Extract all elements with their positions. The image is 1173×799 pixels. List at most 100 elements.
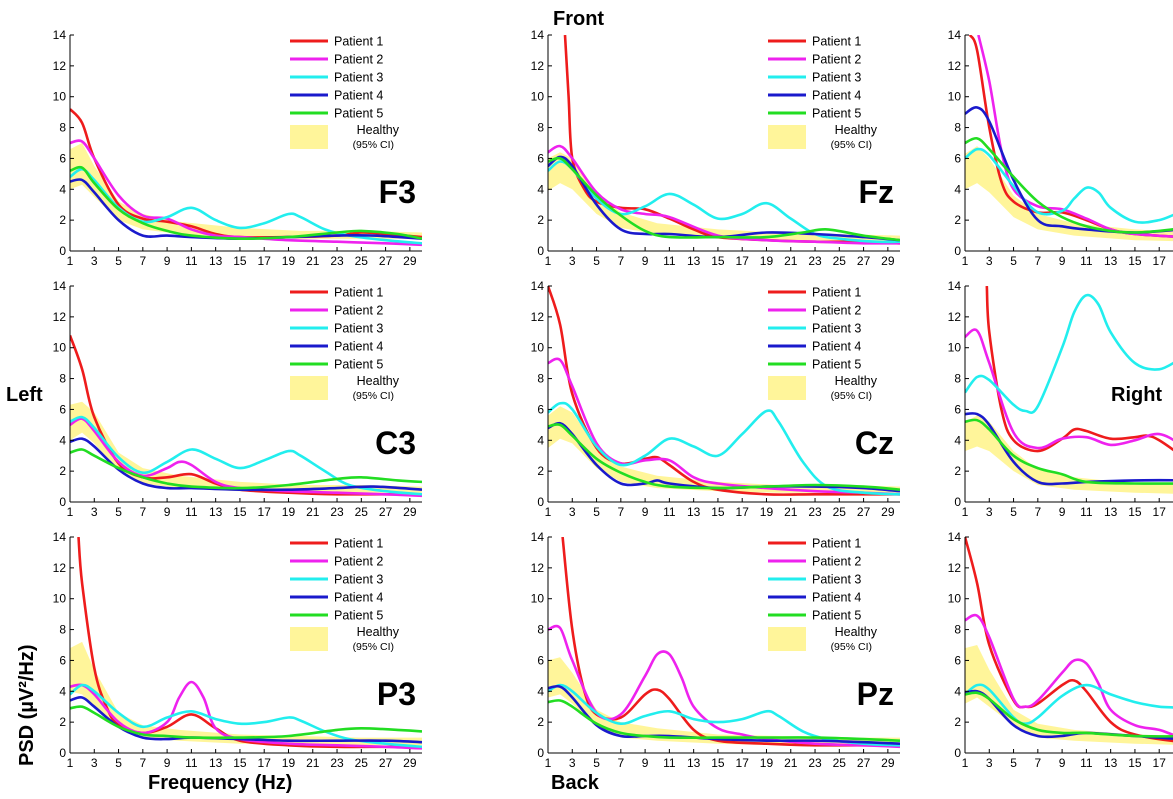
line-C4-patient-5 <box>965 418 1173 485</box>
legend-label-P3-1: Patient 1 <box>334 537 383 551</box>
x-tick-label-P3-1: 1 <box>67 756 74 770</box>
x-tick-label-Fz-23: 23 <box>808 254 822 268</box>
y-tick-label-Cz-0: 0 <box>537 495 544 509</box>
y-tick-label-P3-12: 12 <box>53 561 67 575</box>
legend-label-C3-4: Patient 4 <box>334 340 383 354</box>
x-tick-label-P4-3: 3 <box>986 756 993 770</box>
x-tick-label-Pz-27: 27 <box>857 756 871 770</box>
legend-Cz: Patient 1 Patient 2 Patient 3 Patient 4 Pati… <box>768 286 878 402</box>
y-tick-label-Fz-10: 10 <box>531 90 545 104</box>
x-tick-label-Cz-23: 23 <box>808 505 822 519</box>
y-tick-label-F4-2: 2 <box>954 213 961 227</box>
y-tick-label-Fz-4: 4 <box>537 182 544 196</box>
x-tick-label-Pz-15: 15 <box>711 756 725 770</box>
y-tick-label-P4-14: 14 <box>948 530 962 544</box>
x-tick-label-C4-11: 11 <box>1080 505 1093 519</box>
line-F3-patient-2 <box>70 139 422 247</box>
x-tick-label-P4-9: 9 <box>1059 756 1066 770</box>
legend-swatch-F3-healthy <box>290 125 328 149</box>
line-Cz-patient-2 <box>548 357 900 496</box>
y-tick-label-C3-12: 12 <box>53 310 67 324</box>
y-tick-label-F3-2: 2 <box>59 213 66 227</box>
x-tick-label-P3-27: 27 <box>379 756 393 770</box>
legend-label-F3-3: Patient 3 <box>334 71 383 85</box>
x-tick-label-P4-13: 13 <box>1104 756 1118 770</box>
y-tick-label-Cz-2: 2 <box>537 464 544 478</box>
y-tick-label-C4-4: 4 <box>954 433 961 447</box>
x-tick-label-Pz-29: 29 <box>881 756 895 770</box>
x-tick-label-Cz-5: 5 <box>593 505 600 519</box>
line-P3-patient-5 <box>70 705 422 740</box>
y-tick-label-Fz-14: 14 <box>531 28 545 42</box>
x-tick-label-P3-15: 15 <box>233 756 247 770</box>
x-tick-label-C4-5: 5 <box>1010 505 1017 519</box>
y-tick-label-C3-6: 6 <box>59 402 66 416</box>
x-tick-label-C3-21: 21 <box>306 505 320 519</box>
x-tick-label-Cz-17: 17 <box>736 505 750 519</box>
line-P4-patient-3 <box>965 683 1173 725</box>
channel-label-F3: F3 <box>379 174 416 210</box>
y-tick-label-F4-0: 0 <box>954 244 961 258</box>
y-tick-label-Fz-6: 6 <box>537 151 544 165</box>
x-tick-label-C3-3: 3 <box>91 505 98 519</box>
front-label: Front <box>553 8 605 30</box>
y-tick-label-Cz-12: 12 <box>531 310 545 324</box>
x-tick-label-C3-29: 29 <box>403 505 417 519</box>
x-tick-label-P4-5: 5 <box>1010 756 1017 770</box>
x-tick-label-Pz-25: 25 <box>833 756 847 770</box>
line-C4-patient-4 <box>965 412 1173 486</box>
x-tick-label-C4-17: 17 <box>1153 505 1167 519</box>
legend-label-C3-healthy: Healthy <box>357 374 400 388</box>
x-tick-label-F4-17: 17 <box>1153 254 1167 268</box>
y-tick-label-C4-2: 2 <box>954 464 961 478</box>
back-label: Back <box>551 772 599 794</box>
line-P3-patient-2 <box>70 680 422 750</box>
legend-Pz: Patient 1 Patient 2 Patient 3 Patient 4 Pati… <box>768 537 878 653</box>
y-tick-label-P4-0: 0 <box>954 746 961 760</box>
line-P3-patient-4 <box>70 695 422 744</box>
y-tick-label-C3-4: 4 <box>59 433 66 447</box>
x-tick-label-Fz-3: 3 <box>569 254 576 268</box>
legend-label-Pz-3: Patient 3 <box>812 573 861 587</box>
legend-Fz: Patient 1 Patient 2 Patient 3 Patient 4 Pati… <box>768 35 878 151</box>
channel-label-C3: C3 <box>375 425 416 461</box>
x-tick-label-P3-23: 23 <box>330 756 344 770</box>
y-tick-label-P3-8: 8 <box>59 623 66 637</box>
x-tick-label-Fz-13: 13 <box>687 254 701 268</box>
y-tick-label-Cz-10: 10 <box>531 341 545 355</box>
y-tick-label-F3-12: 12 <box>53 59 67 73</box>
legend-swatch-Cz-healthy <box>768 376 806 400</box>
x-tick-label-F3-5: 5 <box>115 254 122 268</box>
y-tick-label-P3-14: 14 <box>53 530 67 544</box>
x-tick-label-P3-13: 13 <box>209 756 223 770</box>
x-tick-label-F4-1: 1 <box>962 254 969 268</box>
line-Cz-patient-3 <box>548 401 900 496</box>
x-tick-label-Cz-9: 9 <box>642 505 649 519</box>
legend-label-Cz-2: Patient 2 <box>812 304 861 318</box>
legend-label-F3-healthy: Healthy <box>357 123 400 137</box>
y-tick-label-C4-0: 0 <box>954 495 961 509</box>
x-tick-label-Cz-21: 21 <box>784 505 798 519</box>
legend-F3: Patient 1 Patient 2 Patient 3 Patient 4 Pati… <box>290 35 400 151</box>
x-tick-label-Pz-5: 5 <box>593 756 600 770</box>
x-tick-label-F3-9: 9 <box>164 254 171 268</box>
healthy-band-Fz <box>548 152 900 242</box>
x-tick-label-C4-1: 1 <box>962 505 969 519</box>
x-tick-label-Fz-19: 19 <box>760 254 774 268</box>
y-tick-label-Pz-0: 0 <box>537 746 544 760</box>
x-tick-label-P4-15: 15 <box>1128 756 1142 770</box>
x-tick-label-Cz-27: 27 <box>857 505 871 519</box>
x-tick-label-F3-29: 29 <box>403 254 417 268</box>
y-tick-label-Pz-4: 4 <box>537 684 544 698</box>
x-tick-label-Fz-27: 27 <box>857 254 871 268</box>
x-tick-label-C3-15: 15 <box>233 505 247 519</box>
y-tick-label-F3-0: 0 <box>59 244 66 258</box>
y-tick-label-P4-6: 6 <box>954 653 961 667</box>
line-C4-patient-2 <box>965 328 1173 450</box>
y-tick-label-C3-8: 8 <box>59 372 66 386</box>
x-tick-label-F3-17: 17 <box>258 254 272 268</box>
x-tick-label-F3-19: 19 <box>282 254 296 268</box>
